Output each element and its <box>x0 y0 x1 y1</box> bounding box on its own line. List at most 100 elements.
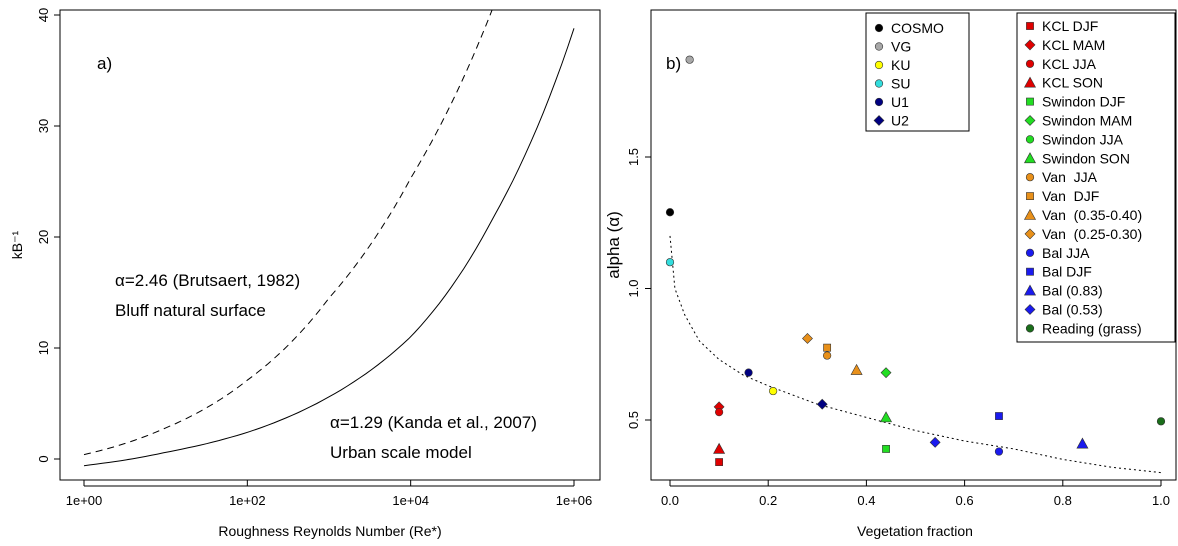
point-van-jja <box>823 351 832 360</box>
y-tick-label: 20 <box>36 230 51 244</box>
panel-b-label: b) <box>666 54 681 73</box>
x-tick-label: 1e+04 <box>392 493 429 508</box>
series-line-kanda <box>83 28 575 467</box>
point-su <box>665 258 675 267</box>
legend-label-ku: KU <box>891 57 910 73</box>
legend-sites: KCL DJF KCL MAM KCL JJA KCL SON Swindon DJF S… <box>1016 12 1176 343</box>
legend-marker-ku <box>874 60 884 70</box>
legend-marker-swindon-mam <box>1024 115 1036 126</box>
point-swindon-mam <box>880 367 892 379</box>
legend-label-bal-0-83: Bal (0.83) <box>1042 283 1103 299</box>
legend-marker-cosmo <box>874 23 884 33</box>
point-cosmo <box>665 208 675 217</box>
point-bal-0-83 <box>1076 437 1089 449</box>
panel-a-y-tick-labels: 0 10 20 30 40 <box>36 8 51 463</box>
panel-a-frame <box>59 9 601 481</box>
legend-label-swindon-mam: Swindon MAM <box>1042 113 1132 129</box>
annotation-kanda-line1: α=1.29 (Kanda et al., 2007) <box>330 413 537 432</box>
point-ku <box>769 386 778 396</box>
point-kcl-jja <box>714 408 724 417</box>
panel-a-tick-marks <box>54 14 575 487</box>
legend-marker-u2 <box>873 115 885 126</box>
panel-b-x-axis-label: Vegetation fraction <box>857 523 973 539</box>
annotation-kanda-line2: Urban scale model <box>330 443 472 462</box>
legend-label-van-0-25-0-30: Van (0.25-0.30) <box>1042 226 1142 242</box>
point-vg <box>685 55 694 64</box>
x-tick-label: 0.2 <box>759 493 777 508</box>
point-u2 <box>816 398 828 410</box>
x-tick-label: 1.0 <box>1152 493 1170 508</box>
x-tick-label: 0.6 <box>956 493 974 508</box>
x-tick-label: 1e+00 <box>66 493 103 508</box>
y-tick-label: 0.5 <box>626 411 641 429</box>
legend-models: COSMO VG KU SU U1 U2 <box>865 12 970 132</box>
legend-marker-swindon-djf <box>1026 97 1034 106</box>
y-tick-label: 1.5 <box>626 148 641 166</box>
panel-b-frame <box>650 9 1177 481</box>
legend-label-kcl-son: KCL SON <box>1042 75 1103 91</box>
panel-a-x-tick-labels: 1e+00 1e+02 1e+04 1e+06 <box>66 493 593 508</box>
legend-label-vg: VG <box>891 39 911 55</box>
legend-marker-kcl-mam <box>1024 39 1036 51</box>
legend-sites-box <box>1016 12 1176 343</box>
panel-a-label: a) <box>97 54 112 73</box>
legend-marker-swindon-son <box>1023 152 1037 164</box>
panel-b-points <box>665 55 1166 466</box>
legend-label-kcl-djf: KCL DJF <box>1042 18 1098 34</box>
legend-label-bal-jja: Bal JJA <box>1042 245 1090 261</box>
legend-models-box <box>865 12 970 132</box>
legend-marker-swindon-jja <box>1025 135 1035 144</box>
legend-label-kcl-jja: KCL JJA <box>1042 56 1097 72</box>
legend-label-van-jja: Van JJA <box>1042 169 1098 185</box>
point-reading-grass <box>1156 417 1166 426</box>
legend-marker-kcl-son <box>1023 76 1037 88</box>
legend-label-bal-djf: Bal DJF <box>1042 264 1092 280</box>
legend-label-swindon-djf: Swindon DJF <box>1042 94 1125 110</box>
legend-marker-van-djf <box>1026 192 1034 200</box>
x-tick-label: 0.4 <box>857 493 875 508</box>
series-line-brutsaert <box>83 10 493 456</box>
panel-b-tick-marks <box>645 156 1162 487</box>
y-tick-label: 40 <box>36 8 51 22</box>
legend-marker-su <box>874 79 884 88</box>
panel-a: 1e+00 1e+02 1e+04 1e+06 0 10 20 30 40 a) α=2.46… <box>9 8 601 539</box>
point-bal-0-53 <box>929 436 941 448</box>
panel-a-series <box>83 10 575 467</box>
x-tick-label: 0.8 <box>1054 493 1072 508</box>
legend-marker-van-0-35-0-40 <box>1023 208 1037 220</box>
panel-b-x-tick-labels: 0.0 0.2 0.4 0.6 0.8 1.0 <box>661 493 1170 508</box>
legend-label-van-0-35-0-40: Van (0.35-0.40) <box>1042 207 1142 223</box>
legend-label-swindon-son: Swindon SON <box>1042 150 1130 166</box>
panel-b-y-tick-labels: 0.5 1.0 1.5 <box>626 148 641 429</box>
legend-label-bal-0-53: Bal (0.53) <box>1042 302 1103 318</box>
point-u1 <box>744 368 753 377</box>
legend-marker-kcl-jja <box>1025 59 1035 68</box>
legend-marker-u1 <box>874 97 884 107</box>
legend-marker-bal-jja <box>1025 248 1035 257</box>
annotation-brutsaert-line1: α=2.46 (Brutsaert, 1982) <box>115 271 300 290</box>
point-bal-djf <box>995 412 1003 420</box>
legend-label-kcl-mam: KCL MAM <box>1042 37 1105 53</box>
point-van-djf <box>823 343 832 352</box>
panel-b: 0.0 0.2 0.4 0.6 0.8 1.0 0.5 1.0 1.5 b) Vegetati… <box>604 9 1177 539</box>
y-tick-label: 30 <box>36 119 51 133</box>
y-tick-label: 0 <box>36 455 51 462</box>
legend-marker-kcl-djf <box>1026 22 1034 30</box>
legend-marker-bal-0-53 <box>1024 304 1036 315</box>
legend-marker-van-jja <box>1025 173 1035 182</box>
legend-label-cosmo: COSMO <box>891 20 944 36</box>
legend-label-u2: U2 <box>891 113 909 129</box>
legend-marker-bal-djf <box>1026 267 1034 276</box>
legend-marker-vg <box>874 42 884 51</box>
y-tick-label: 1.0 <box>626 279 641 297</box>
legend-label-reading-grass: Reading (grass) <box>1042 320 1142 336</box>
panel-a-y-axis-label: kB⁻¹ <box>9 230 25 259</box>
legend-marker-van-0-25-0-30 <box>1024 228 1036 240</box>
legend-marker-reading-grass <box>1025 324 1035 333</box>
x-tick-label: 0.0 <box>661 493 679 508</box>
legend-label-swindon-jja: Swindon JJA <box>1042 131 1124 147</box>
point-swindon-djf <box>882 445 890 453</box>
point-van-0-25-0-30 <box>802 333 813 344</box>
legend-label-van-djf: Van DJF <box>1042 188 1099 204</box>
